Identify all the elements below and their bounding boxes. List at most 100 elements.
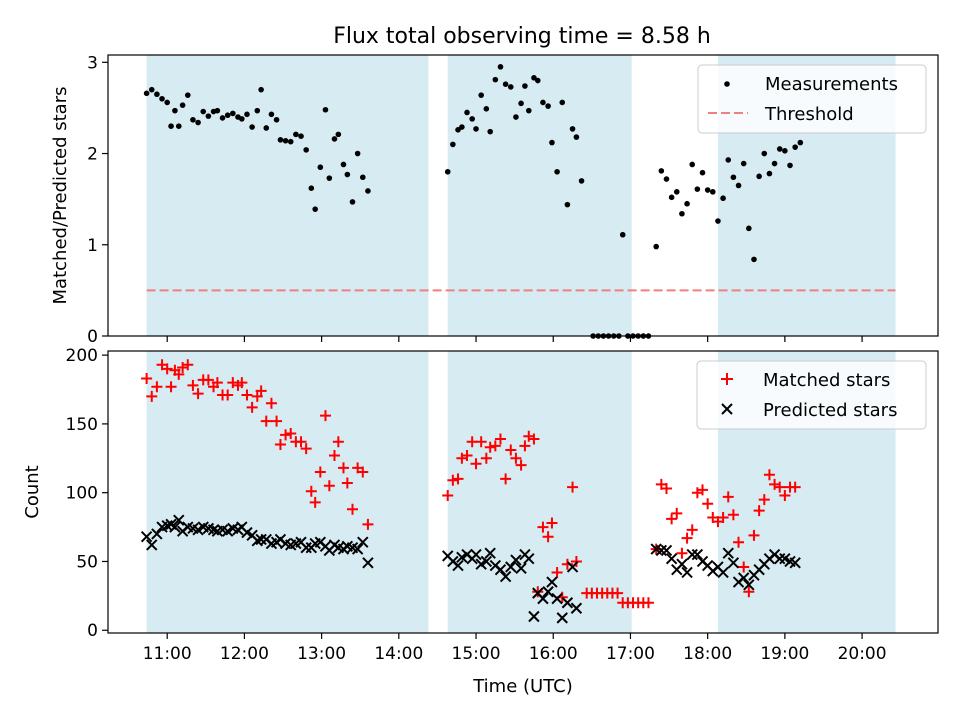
matched-star-point	[686, 524, 698, 536]
bottom-ytick-label: 100	[66, 484, 98, 504]
measurement-point	[359, 174, 366, 181]
matched-star-point	[528, 433, 540, 445]
matched-star-point	[666, 513, 678, 525]
measurement-point	[244, 111, 250, 118]
matched-star-point	[551, 566, 563, 578]
measurement-point	[756, 173, 762, 180]
measurement-point	[740, 160, 747, 167]
bottom-xtick-label: 16:00	[529, 644, 578, 664]
predicted-star-point	[686, 548, 698, 561]
measurement-point	[349, 199, 356, 205]
matched-star-point	[671, 507, 683, 519]
measurement-point	[455, 127, 461, 133]
bottom-shaded-intervals	[146, 351, 896, 633]
measurement-point	[487, 128, 493, 135]
measurement-point	[497, 64, 504, 70]
measurement-point	[254, 107, 261, 114]
bottom-ytick-label: 200	[66, 346, 98, 366]
predicted-star-point	[151, 528, 163, 540]
measurement-point	[668, 194, 675, 201]
measurement-point	[159, 95, 165, 102]
bottom-xtick-label: 19:00	[760, 644, 809, 664]
top-panel: 0 1 2 3 Matched/Predicted stars Measurement…	[50, 53, 939, 347]
measurement-point	[751, 256, 757, 263]
measurement-point	[513, 114, 519, 120]
predicted-star-point	[484, 547, 496, 559]
predicted-star-point	[561, 597, 574, 609]
measurement-point	[258, 86, 264, 93]
predicted-star-point	[551, 592, 563, 605]
measurement-point	[303, 147, 309, 153]
measurement-point	[164, 99, 170, 106]
matched-star-point	[475, 436, 487, 448]
matched-star-point	[265, 397, 277, 409]
matched-star-point	[519, 440, 531, 452]
matched-star-point	[763, 469, 775, 481]
measurement-point	[224, 112, 231, 119]
matched-star-point	[500, 473, 512, 485]
measurement-point	[564, 201, 571, 208]
measurement-point	[653, 243, 659, 250]
measurement-point	[282, 137, 289, 144]
measurement-point	[534, 77, 541, 84]
predicted-star-point	[480, 555, 493, 568]
bottom-y-ticks: 0 50 100 150 200	[66, 346, 108, 641]
predicted-star-point	[566, 561, 579, 573]
matched-star-point	[260, 415, 272, 427]
measurement-point	[619, 231, 626, 238]
matched-star-point	[314, 466, 326, 478]
matched-star-point	[341, 477, 353, 489]
bottom-axes-frame	[107, 350, 939, 634]
predicted-star-point	[351, 543, 364, 555]
matched-star-point	[271, 415, 283, 427]
legend-matched-label: Matched stars	[763, 370, 890, 391]
predicted-star-point	[717, 566, 729, 579]
top-y-ticks: 0 1 2 3	[87, 53, 108, 347]
matched-star-point	[494, 433, 506, 445]
matched-star-point	[246, 401, 258, 413]
measurement-point	[549, 139, 555, 146]
matched-star-point	[211, 377, 223, 389]
bottom-panel: 0 50 100 150 200 11:00 12:00 13:00 14:00 15:00 16…	[22, 346, 939, 697]
matched-star-point	[295, 436, 307, 448]
bottom-xtick-label: 20:00	[838, 644, 887, 664]
bottom-xtick-label: 11:00	[143, 644, 192, 664]
predicted-star-point	[722, 547, 734, 559]
top-ytick-label: 0	[87, 327, 98, 347]
measurement-point	[148, 86, 155, 93]
bottom-legend-box	[696, 360, 927, 430]
measurement-point	[277, 137, 284, 143]
matched-star-point	[236, 377, 248, 389]
top-ytick-label: 2	[87, 145, 98, 165]
bottom-legend: Matched stars Predicted stars	[696, 360, 927, 430]
measurement-point	[200, 108, 207, 115]
matched-star-point	[567, 481, 579, 493]
measurement-point	[545, 103, 551, 109]
matched-star-point	[470, 458, 482, 470]
measurement-point	[525, 107, 532, 114]
matched-star-point	[319, 410, 331, 422]
measurement-point	[787, 162, 793, 169]
measurement-point	[459, 124, 465, 130]
measurement-point	[273, 116, 280, 123]
measurement-point	[730, 174, 737, 181]
measurement-point	[704, 187, 711, 193]
legend-predicted-label: Predicted stars	[763, 400, 897, 421]
measurement-point	[308, 185, 315, 192]
measurement-point	[699, 169, 706, 176]
predicted-star-point	[660, 544, 673, 557]
matched-star-point	[505, 444, 517, 456]
measurement-point	[195, 119, 201, 126]
bottom-xtick-label: 15:00	[452, 644, 501, 664]
measurement-point	[154, 91, 160, 98]
matched-star-point	[285, 428, 297, 440]
matched-star-point	[758, 494, 770, 506]
measurement-point	[335, 131, 342, 138]
measurement-point	[263, 125, 270, 131]
matched-star-point	[691, 487, 703, 499]
matched-star-point	[702, 498, 714, 510]
measurement-point	[559, 99, 566, 106]
measurement-point	[322, 106, 329, 113]
matched-star-point	[697, 484, 709, 496]
predicted-star-point	[676, 558, 688, 570]
